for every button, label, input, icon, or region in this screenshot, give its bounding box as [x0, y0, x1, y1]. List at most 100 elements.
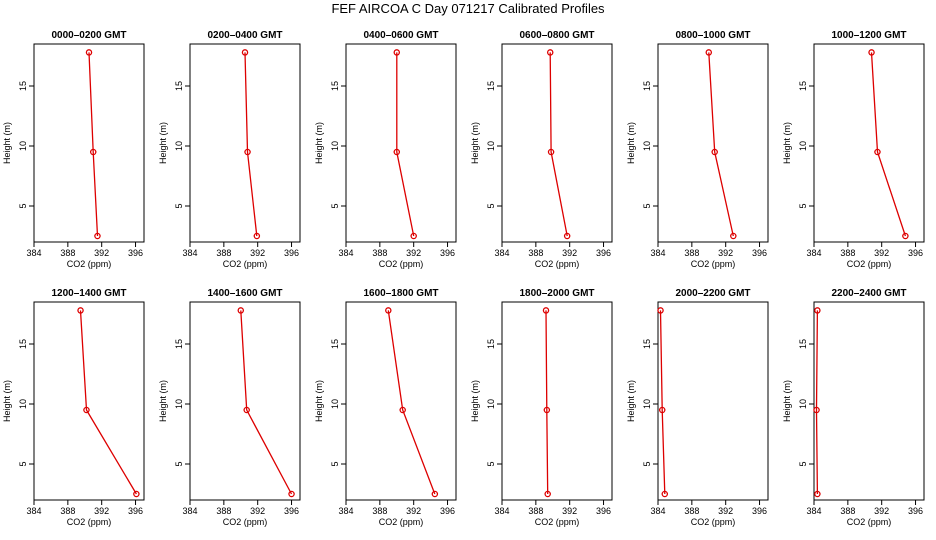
- panel-12: 2200–2400 GMT 384 388 392 396 5 10 15 CO2 (ppm) H…: [782, 288, 925, 527]
- panel-2: 0200–0400 GMT 384 388 392 396 5 10 15 CO2 (ppm) H…: [158, 30, 301, 269]
- x-tick-label: 384: [494, 248, 509, 258]
- y-tick-label: 15: [18, 339, 28, 349]
- x-tick-label: 392: [718, 506, 733, 516]
- y-axis-label: Height (m): [314, 122, 324, 164]
- y-tick-label: 10: [174, 399, 184, 409]
- x-tick-label: 388: [684, 506, 699, 516]
- data-point: [237, 307, 245, 314]
- profile-line: [815, 310, 819, 495]
- x-tick-label: 384: [650, 248, 665, 258]
- profile-line: [545, 310, 549, 495]
- x-tick-label: 388: [528, 506, 543, 516]
- y-tick-label: 5: [330, 203, 340, 208]
- data-point: [399, 406, 406, 414]
- panel-title: 0400–0600 GMT: [363, 30, 438, 41]
- y-tick-label: 10: [642, 141, 652, 151]
- panel-8: 1400–1600 GMT 384 388 392 396 5 10 15 CO2 (ppm) H…: [158, 288, 301, 527]
- data-point: [542, 307, 550, 314]
- x-tick-label: 384: [338, 506, 353, 516]
- y-tick-label: 10: [330, 399, 340, 409]
- data-point: [547, 148, 555, 156]
- panel-frame: [501, 301, 613, 501]
- data-point: [657, 307, 664, 314]
- y-tick-label: 10: [486, 141, 496, 151]
- panel-title: 0200–0400 GMT: [207, 30, 282, 41]
- panel-title: 1000–1200 GMT: [831, 30, 906, 41]
- panel-title: 2200–2400 GMT: [831, 288, 906, 299]
- x-tick-label: 392: [94, 506, 109, 516]
- data-point: [544, 490, 551, 498]
- x-axis-label: CO2 (ppm): [847, 517, 892, 527]
- profile-line: [708, 52, 734, 237]
- panel-frame: [345, 301, 457, 501]
- panel-10: 1800–2000 GMT 384 388 392 396 5 10 15 CO2 (ppm) H…: [470, 288, 613, 527]
- x-tick-label: 384: [494, 506, 509, 516]
- y-tick-label: 5: [174, 461, 184, 466]
- y-tick-label: 15: [174, 81, 184, 91]
- panel-title: 0000–0200 GMT: [51, 30, 126, 41]
- data-point: [711, 148, 718, 156]
- profile-line: [240, 310, 293, 495]
- panel-frame: [657, 301, 769, 501]
- y-tick-label: 10: [642, 399, 652, 409]
- x-tick-label: 388: [60, 506, 75, 516]
- x-tick-label: 388: [528, 248, 543, 258]
- data-point: [244, 148, 251, 156]
- data-point: [814, 307, 821, 314]
- x-tick-label: 392: [562, 248, 577, 258]
- y-tick-label: 15: [642, 339, 652, 349]
- y-tick-label: 10: [18, 141, 28, 151]
- x-tick-label: 392: [718, 248, 733, 258]
- panel-frame: [501, 43, 613, 243]
- x-axis-label: CO2 (ppm): [379, 517, 424, 527]
- x-tick-label: 396: [128, 248, 143, 258]
- x-tick-label: 392: [250, 248, 265, 258]
- data-point: [288, 490, 295, 498]
- y-tick-label: 15: [798, 339, 808, 349]
- y-tick-label: 5: [18, 203, 28, 208]
- y-axis-label: Height (m): [626, 122, 636, 164]
- x-tick-label: 384: [806, 506, 821, 516]
- x-tick-label: 396: [908, 506, 923, 516]
- panel-frame: [813, 43, 925, 243]
- x-tick-label: 392: [250, 506, 265, 516]
- data-point: [133, 490, 140, 498]
- profile-line: [396, 52, 415, 237]
- y-axis-label: Height (m): [158, 380, 168, 422]
- y-axis-label: Height (m): [782, 122, 792, 164]
- x-axis-label: CO2 (ppm): [847, 259, 892, 269]
- figure-title: FEF AIRCOA C Day 071217 Calibrated Profi…: [331, 1, 605, 16]
- panel-title: 1200–1400 GMT: [51, 288, 126, 299]
- panel-title: 1800–2000 GMT: [519, 288, 594, 299]
- panel-7: 1200–1400 GMT 384 388 392 396 5 10 15 CO2 (ppm) H…: [2, 288, 145, 527]
- data-point: [393, 49, 401, 56]
- y-tick-label: 10: [798, 399, 808, 409]
- y-axis-label: Height (m): [314, 380, 324, 422]
- x-tick-label: 392: [406, 506, 421, 516]
- y-axis-label: Height (m): [626, 380, 636, 422]
- profile-line: [387, 310, 436, 495]
- panel-title: 0600–0800 GMT: [519, 30, 594, 41]
- y-tick-label: 5: [798, 203, 808, 208]
- x-tick-label: 384: [182, 506, 197, 516]
- x-axis-label: CO2 (ppm): [535, 517, 580, 527]
- y-tick-label: 15: [486, 339, 496, 349]
- x-tick-label: 396: [752, 248, 767, 258]
- data-point: [94, 232, 101, 240]
- y-tick-label: 10: [18, 399, 28, 409]
- x-tick-label: 388: [840, 248, 855, 258]
- data-point: [874, 148, 881, 156]
- data-point: [85, 49, 93, 56]
- y-tick-label: 15: [174, 339, 184, 349]
- y-tick-label: 5: [330, 461, 340, 466]
- x-tick-label: 396: [440, 506, 455, 516]
- panel-5: 0800–1000 GMT 384 388 392 396 5 10 15 CO2 (ppm) H…: [626, 30, 769, 269]
- y-tick-label: 10: [798, 141, 808, 151]
- x-tick-label: 384: [650, 506, 665, 516]
- data-point: [393, 148, 401, 156]
- panel-frame: [813, 301, 925, 501]
- x-tick-label: 396: [596, 506, 611, 516]
- x-tick-label: 384: [338, 248, 353, 258]
- y-tick-label: 5: [18, 461, 28, 466]
- x-tick-label: 392: [562, 506, 577, 516]
